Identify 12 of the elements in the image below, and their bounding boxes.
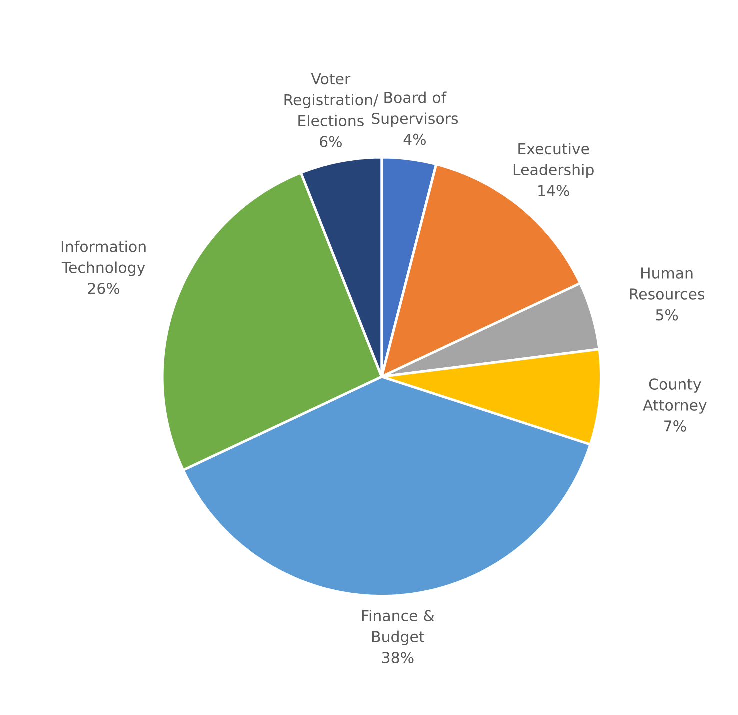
data-label: 4% [404,134,426,146]
data-label: 5% [656,310,678,321]
slice-label: Finance & Budget [362,610,434,646]
slice-label: Human Resources [630,268,705,300]
slice-label: Information Technology [62,240,146,276]
data-label: 26% [88,283,120,294]
slice-label: County Attorney [643,378,707,414]
slice-label: Executive Leadership [514,143,594,178]
data-label: 38% [382,652,414,664]
data-label: 14% [538,185,570,197]
data-label: 6% [320,136,342,148]
data-label: 7% [664,420,686,432]
